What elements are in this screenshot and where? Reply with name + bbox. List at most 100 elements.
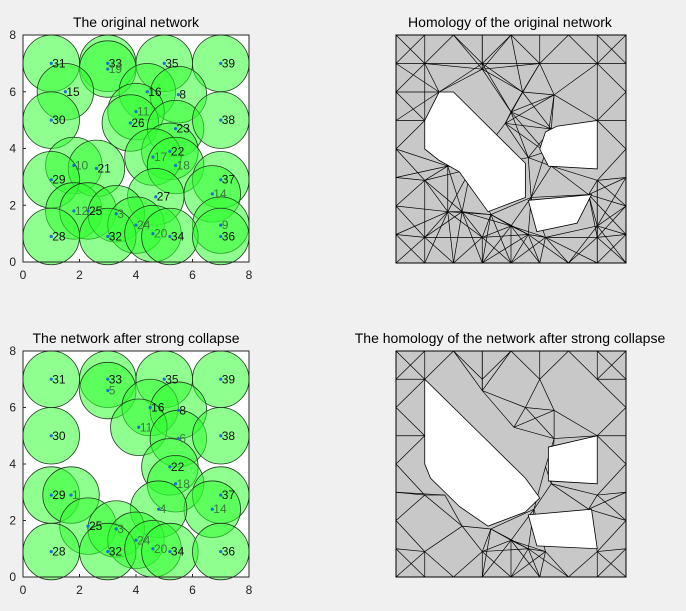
complex-edge: [568, 350, 598, 380]
complex-edge: [510, 540, 541, 578]
complex-edge: [453, 237, 483, 264]
sensor-point: [219, 434, 223, 438]
sensor-label: 24: [137, 218, 151, 232]
complex-edge: [531, 194, 589, 198]
complex-edge: [588, 177, 627, 195]
sensor-point: [168, 465, 172, 469]
coverage-hole: [424, 378, 541, 527]
complex-edge: [597, 237, 627, 264]
complex-edge: [528, 548, 569, 578]
complex-edge: [530, 165, 552, 198]
complex-edge: [545, 237, 569, 264]
sensor-label: 18: [177, 477, 191, 491]
sensor-point: [63, 90, 67, 94]
complex-edge: [395, 548, 425, 552]
complex-edge: [568, 225, 598, 264]
complex-edge: [525, 407, 555, 411]
complex-edge: [527, 548, 541, 578]
complex-edge: [551, 483, 589, 510]
x-tick-label: 2: [76, 268, 83, 282]
sensor-points: [49, 61, 223, 239]
sensor-points: [49, 377, 223, 554]
complex-edge: [545, 551, 569, 578]
complex-edge: [513, 426, 555, 439]
complex-edge: [424, 165, 448, 181]
complex-edge: [395, 407, 425, 436]
sensor-label: 27: [157, 190, 171, 204]
sensor-point: [173, 127, 178, 131]
sensor-label: 33: [109, 372, 123, 386]
sensor-label: 1: [72, 488, 79, 502]
complex-edge: [597, 205, 627, 227]
sensor-point: [86, 209, 90, 213]
complex-edge: [510, 111, 529, 158]
complex-edge: [395, 234, 425, 238]
sensor-label: 4: [160, 502, 167, 516]
sensor-label: 14: [213, 502, 227, 516]
sensor-label: 23: [177, 122, 191, 136]
complex-edge: [588, 494, 598, 510]
panel-title: The homology of the network after strong…: [355, 330, 666, 346]
complex-edge: [482, 225, 512, 238]
sensor-point: [154, 195, 158, 199]
x-tick-label: 8: [246, 583, 253, 597]
coverage-hole: [527, 508, 598, 550]
complex-edge: [395, 120, 425, 150]
sensor-label: 6: [179, 432, 186, 446]
sensor-label: 11: [140, 420, 153, 434]
sensor-label: 16: [151, 401, 165, 415]
sensor-point: [106, 234, 110, 239]
sensor-point: [151, 155, 155, 159]
complex-edge: [597, 350, 627, 380]
complex-edge: [395, 91, 440, 121]
sensor-label: 38: [222, 113, 236, 127]
complex-edge: [597, 435, 627, 465]
complex-edge: [395, 237, 425, 264]
complex-edge: [550, 94, 555, 130]
y-tick-label: 6: [9, 85, 16, 99]
complex-edge: [597, 407, 627, 436]
sensor-point: [49, 118, 53, 122]
sensor-point: [69, 493, 73, 497]
sensor-label: 8: [179, 88, 186, 102]
complex-edge: [510, 225, 541, 264]
complex-edge: [597, 234, 627, 238]
sensor-label: 35: [165, 372, 179, 386]
complex-edge: [395, 491, 445, 496]
complex-edge: [462, 211, 491, 215]
complex-edge: [424, 63, 440, 93]
sensor-point: [86, 524, 90, 528]
complex-edge: [522, 91, 555, 96]
complex-edge: [539, 350, 569, 380]
sensor-point: [210, 507, 214, 511]
y-tick-label: 2: [9, 514, 16, 528]
sensor-point: [219, 178, 223, 182]
sensor-label: 36: [222, 229, 236, 243]
complex-edge: [395, 205, 448, 213]
sensor-label: 39: [222, 372, 236, 386]
x-tick-label: 4: [133, 583, 140, 597]
sensor-label: 21: [97, 161, 111, 175]
sensor-label: 33: [109, 56, 123, 70]
complex-edge: [551, 165, 589, 195]
sensor-label: 34: [171, 229, 185, 243]
complex-boundary: [395, 34, 627, 264]
complex-edge: [597, 34, 627, 64]
x-tick-label: 2: [76, 583, 83, 597]
coverage-hole: [424, 91, 526, 213]
complex-edge: [553, 410, 598, 437]
complex-edge: [510, 539, 546, 552]
sensor-point: [106, 549, 110, 554]
complex-edge: [597, 225, 627, 235]
complex-edge: [482, 390, 526, 408]
complex-edge: [597, 234, 627, 264]
coverage-hole: [527, 194, 593, 233]
complex-edge: [525, 407, 555, 439]
sensor-point: [168, 234, 172, 239]
complex-edge: [461, 211, 483, 238]
complex-edge: [553, 94, 598, 121]
complex-edge: [513, 407, 526, 428]
sensor-label: 24: [137, 533, 151, 547]
